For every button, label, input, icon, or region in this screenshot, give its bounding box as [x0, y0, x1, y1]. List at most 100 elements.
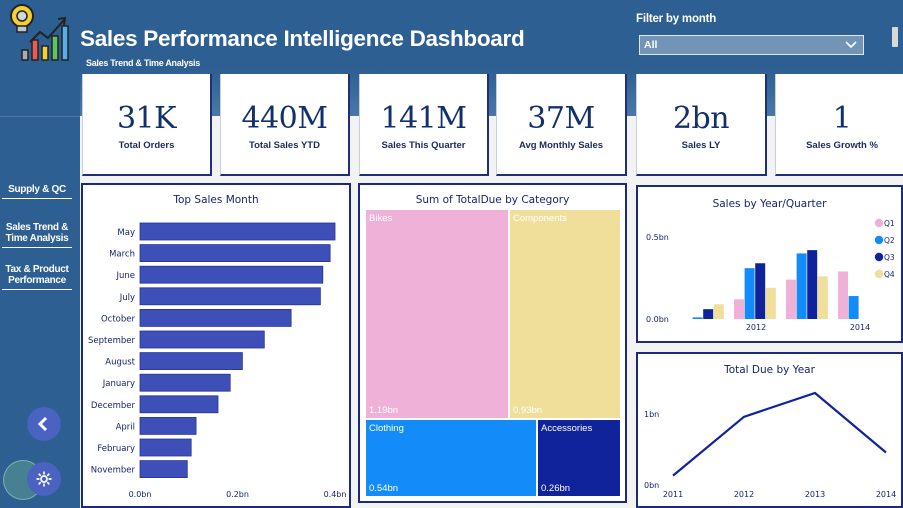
bar-q3-2012 — [755, 263, 766, 319]
legend-marker — [874, 235, 884, 245]
logo-icon — [10, 4, 69, 61]
legend-label: Q2 — [884, 236, 895, 245]
bar-q2-2014 — [848, 296, 859, 319]
chart-title: Top Sales Month — [173, 194, 259, 206]
legend-marker — [874, 269, 884, 279]
bar-label: December — [91, 401, 136, 411]
treemap-cell-value: 0.93bn — [513, 405, 543, 416]
settings-button[interactable] — [27, 462, 61, 496]
bar-q3-2013 — [807, 250, 818, 319]
bar-label: March — [109, 250, 135, 260]
y-tick-label: 1bn — [644, 410, 659, 419]
chevron-left-icon — [37, 416, 48, 432]
series-line — [672, 391, 887, 477]
bar-q1-2013 — [786, 279, 796, 319]
x-tick-label: 0.2bn — [226, 490, 249, 499]
nav-sales-trend[interactable]: Sales Trend & Time Analysis — [2, 222, 72, 248]
legend-marker — [874, 218, 884, 228]
x-tick-label: 2013 — [805, 490, 825, 499]
kpi-label: Total Sales YTD — [249, 140, 320, 151]
kpi-total-sales-ytd: 440M Total Sales YTD — [220, 74, 350, 176]
chart-title: Sum of TotalDue by Category — [415, 194, 570, 206]
kpi-sales-this-quarter: 141M Sales This Quarter — [359, 74, 489, 176]
bar-label: July — [119, 293, 135, 303]
bar-q4-2013 — [817, 276, 828, 319]
category-treemap: Bikes 1.19bn Components 0.93bn Clothing 0.54b… — [366, 210, 620, 496]
kpi-sales-ly: 2bn Sales LY — [636, 74, 767, 176]
y-tick-label: 0.5bn — [646, 233, 669, 242]
treemap-cell-components[interactable]: Components 0.93bn — [510, 210, 620, 418]
treemap-cell-name: Components — [513, 213, 567, 224]
treemap-cell-name: Accessories — [541, 423, 593, 434]
treemap-cell-value: 1.19bn — [369, 405, 399, 416]
bar-q2-2013 — [796, 253, 807, 319]
sales-by-year-quarter-panel: Sales by Year/Quarter 0.0bn 0.5bn 2012 2014… — [636, 185, 903, 343]
chart-title: Total Due by Year — [724, 364, 815, 376]
bar — [139, 416, 197, 435]
bar — [139, 352, 243, 371]
nav-supply-qc[interactable]: Supply & QC — [2, 184, 72, 199]
bar — [139, 309, 292, 327]
scrollbar-handle[interactable] — [892, 27, 898, 47]
filter-value: All — [644, 39, 658, 51]
x-tick-label: 0.0bn — [129, 490, 152, 499]
treemap-cell-name: Bikes — [369, 213, 393, 224]
sidebar: Supply & QC Sales Trend & Time Analysis … — [0, 0, 80, 508]
legend-label: Q3 — [884, 253, 895, 262]
filter-label: Filter by month — [636, 13, 717, 25]
bar — [139, 265, 324, 284]
bar — [139, 438, 192, 457]
x-tick-label: 2011 — [663, 490, 683, 499]
bar-label: August — [105, 358, 135, 368]
bar — [139, 395, 219, 414]
kpi-total-orders: 31K Total Orders — [82, 74, 212, 176]
bar-label: October — [101, 314, 136, 324]
page-subtitle: Sales Trend & Time Analysis — [86, 58, 200, 68]
kpi-value: 141M — [380, 101, 467, 136]
bar — [139, 244, 331, 262]
kpi-label: Sales LY — [681, 140, 721, 151]
sidebar-divider — [0, 116, 80, 117]
y-tick-label: 0.0bn — [646, 315, 669, 324]
page-title: Sales Performance Intelligence Dashboard — [80, 26, 525, 51]
bar-q4-2011 — [713, 304, 724, 319]
bar — [139, 460, 188, 479]
bar — [139, 287, 321, 306]
bar-label: September — [88, 336, 135, 346]
bar-label: January — [102, 379, 135, 389]
kpi-value: 37M — [527, 101, 595, 136]
bar-label: November — [91, 466, 136, 476]
month-filter-dropdown[interactable]: All — [639, 35, 864, 55]
kpi-value: 2bn — [672, 101, 730, 136]
bar-q3-2011 — [703, 309, 714, 319]
sales-by-year-quarter-chart: 0.0bn 0.5bn 2012 2014 Q1 Q2 Q3 Q4 — [646, 218, 895, 332]
gear-icon — [36, 471, 52, 487]
bar-label: May — [117, 228, 135, 238]
back-button[interactable] — [27, 407, 61, 441]
treemap-cell-clothing[interactable]: Clothing 0.54bn — [366, 420, 536, 496]
legend-marker — [874, 252, 884, 262]
top-sales-month-chart: May March June July October September August Ja… — [88, 222, 347, 499]
category-treemap-panel: Sum of TotalDue by Category Bikes 1.19bn C… — [358, 183, 627, 503]
nav-tax-product[interactable]: Tax & Product Performance — [2, 264, 72, 290]
bar — [139, 373, 231, 392]
kpi-value: 1 — [832, 101, 852, 136]
bar-q1-2012 — [734, 299, 744, 319]
chart-title: Sales by Year/Quarter — [712, 198, 827, 210]
treemap-cell-value: 0.26bn — [541, 483, 571, 494]
legend-label: Q4 — [884, 270, 895, 279]
kpi-label: Avg Monthly Sales — [518, 140, 604, 151]
legend-label: Q1 — [884, 219, 895, 228]
treemap-cell-bikes[interactable]: Bikes 1.19bn — [366, 210, 508, 418]
top-sales-month-panel: Top Sales Month May March June July October S… — [81, 183, 351, 508]
kpi-label: Sales Growth % — [806, 140, 878, 151]
treemap-cell-accessories[interactable]: Accessories 0.26bn — [538, 420, 620, 496]
x-tick-label: 0.4bn — [324, 490, 347, 499]
kpi-value: 440M — [241, 101, 328, 136]
x-tick-label: 2012 — [734, 490, 754, 499]
total-due-by-year-chart: 0bn 1bn 2011 2012 2013 2014 — [644, 391, 896, 499]
kpi-label: Sales This Quarter — [381, 140, 466, 151]
x-tick-label: 2014 — [876, 490, 896, 499]
x-tick-label: 2012 — [746, 323, 766, 332]
bar-q4-2012 — [765, 287, 776, 319]
